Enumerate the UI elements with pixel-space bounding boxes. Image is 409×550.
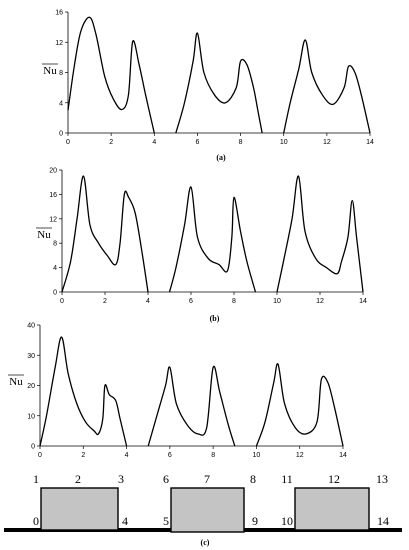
nu-curve-segment-3 — [283, 39, 371, 134]
domain-point-label: 14 — [377, 514, 389, 528]
nu-curve-segment-1 — [39, 336, 128, 447]
y-tick-label: 10 — [27, 413, 35, 420]
y-tick-label: 0 — [59, 131, 63, 138]
nu-curve-segment-2 — [147, 365, 236, 447]
x-tick-label: 0 — [60, 298, 64, 305]
y-tick-label: 12 — [49, 216, 57, 223]
domain-point-label: 10 — [281, 514, 293, 528]
domain-point-label: 8 — [250, 472, 256, 486]
y-axis-label: Nu — [43, 65, 57, 77]
domain-point-label: 5 — [163, 514, 169, 528]
x-tick-label: 12 — [296, 452, 304, 459]
x-tick-label: 2 — [103, 298, 107, 305]
chart-panel-3: 0 2 4 6 8 10 12 14 0 10 20 30 40 Nu — [8, 323, 347, 459]
y-axis-label: Nu — [37, 229, 51, 241]
x-tick-label: 6 — [195, 139, 199, 146]
y-tick-label: 4 — [59, 100, 63, 107]
chart-panel-1: 0 2 4 6 8 10 12 14 0 4 8 12 16 Nu (a) — [42, 10, 374, 162]
x-tick-label: 6 — [189, 298, 193, 305]
x-tick-label: 8 — [211, 452, 215, 459]
y-tick-label: 0 — [53, 290, 57, 297]
y-tick-label: 20 — [49, 168, 57, 175]
nu-curve-segment-1 — [67, 16, 155, 134]
x-tick-label: 8 — [239, 139, 243, 146]
x-tick-label: 14 — [339, 452, 347, 459]
domain-point-label: 11 — [281, 472, 293, 486]
domain-point-label: 13 — [376, 472, 388, 486]
domain-point-label: 4 — [122, 514, 128, 528]
y-tick-label: 40 — [27, 323, 35, 330]
x-tick-label: 2 — [109, 139, 113, 146]
nu-curve-segment-2 — [175, 32, 263, 134]
x-tick-label: 14 — [359, 298, 367, 305]
x-tick-label: 4 — [125, 452, 129, 459]
nu-curve-segment-1 — [61, 175, 149, 293]
y-tick-label: 4 — [53, 265, 57, 272]
domain-point-label: 0 — [33, 514, 39, 528]
y-tick-label: 16 — [49, 192, 57, 199]
x-tick-label: 14 — [366, 139, 374, 146]
x-tick-label: 0 — [38, 452, 42, 459]
x-tick-label: 10 — [280, 139, 288, 146]
domain-point-label: 12 — [328, 472, 340, 486]
y-tick-label: 16 — [55, 10, 63, 17]
domain-schematic: 1 2 3 6 7 8 11 12 130 4 5 9 10 14(c) — [4, 472, 402, 547]
domain-point-label: 7 — [204, 472, 210, 486]
domain-point-label: 2 — [75, 472, 81, 486]
panel-caption: (c) — [201, 538, 210, 547]
x-tick-label: 4 — [146, 298, 150, 305]
y-tick-label: 20 — [27, 383, 35, 390]
y-tick-label: 8 — [53, 241, 57, 248]
y-axis-label: Nu — [9, 376, 23, 388]
panel-caption: (b) — [210, 314, 220, 323]
domain-point-label: 6 — [163, 472, 169, 486]
x-tick-label: 2 — [81, 452, 85, 459]
heated-block-1 — [40, 487, 119, 531]
heated-block-2 — [170, 487, 245, 533]
domain-point-label: 1 — [33, 472, 39, 486]
chart-panel-2: 0 2 4 6 8 10 12 14 0 4 8 12 16 20 Nu (b) — [36, 168, 367, 323]
y-tick-label: 12 — [55, 40, 63, 47]
x-tick-label: 10 — [253, 452, 261, 459]
x-tick-label: 12 — [323, 139, 331, 146]
x-tick-label: 8 — [232, 298, 236, 305]
domain-point-label: 3 — [118, 472, 124, 486]
heated-block-3 — [294, 487, 370, 531]
x-tick-label: 6 — [168, 452, 172, 459]
x-tick-label: 10 — [273, 298, 281, 305]
x-tick-label: 4 — [152, 139, 156, 146]
x-tick-label: 0 — [66, 139, 70, 146]
y-tick-label: 0 — [31, 444, 35, 451]
domain-point-label: 9 — [252, 514, 258, 528]
nu-curve-segment-2 — [168, 186, 257, 293]
nu-curve-segment-3 — [276, 175, 364, 293]
panel-caption: (a) — [216, 153, 226, 162]
y-tick-label: 8 — [59, 70, 63, 77]
nu-curve-segment-3 — [255, 363, 344, 447]
x-tick-label: 12 — [316, 298, 324, 305]
y-tick-label: 30 — [27, 353, 35, 360]
